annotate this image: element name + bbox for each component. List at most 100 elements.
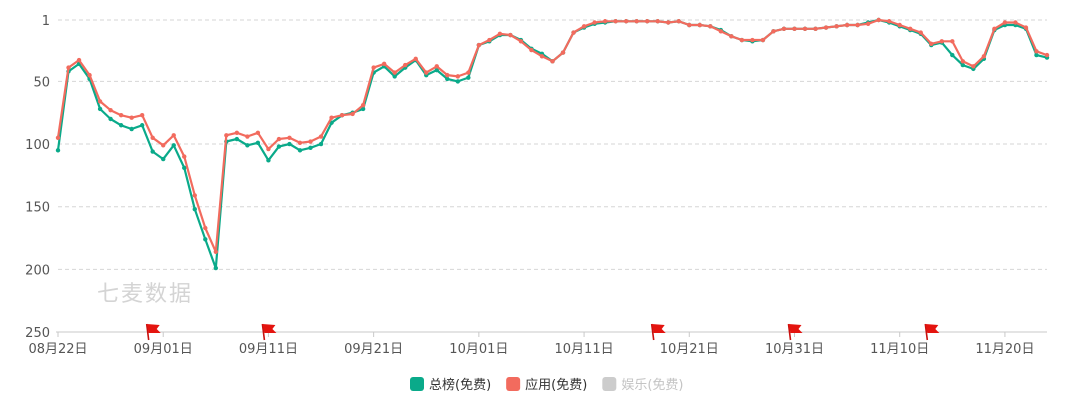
data-point[interactable] (960, 62, 966, 68)
data-point[interactable] (476, 42, 482, 48)
data-point[interactable] (192, 193, 197, 198)
data-point[interactable] (213, 265, 219, 271)
data-point[interactable] (161, 143, 166, 148)
flag-icon[interactable] (145, 323, 161, 341)
data-point[interactable] (76, 57, 82, 63)
legend-item-1[interactable]: 应用(免费) (506, 377, 587, 393)
data-point[interactable] (182, 165, 187, 171)
data-point[interactable] (581, 24, 587, 29)
data-point[interactable] (339, 113, 345, 118)
data-point[interactable] (644, 19, 650, 24)
data-point[interactable] (234, 130, 240, 135)
data-point[interactable] (918, 30, 923, 35)
data-point[interactable] (1034, 49, 1039, 54)
data-point[interactable] (1002, 20, 1008, 25)
flag-icon[interactable] (924, 323, 940, 341)
data-point[interactable] (729, 34, 734, 39)
legend-item-2[interactable]: 娱乐(免费) (602, 377, 683, 393)
data-point[interactable] (161, 156, 166, 162)
data-point[interactable] (266, 146, 271, 152)
data-point[interactable] (813, 26, 818, 31)
data-point[interactable] (971, 64, 976, 69)
data-point[interactable] (844, 22, 850, 28)
data-point[interactable] (381, 61, 387, 67)
data-point[interactable] (171, 133, 176, 138)
data-point[interactable] (66, 65, 71, 70)
data-point[interactable] (687, 22, 692, 28)
data-point[interactable] (203, 225, 208, 231)
data-point[interactable] (550, 59, 555, 64)
data-point[interactable] (623, 19, 629, 24)
data-point[interactable] (360, 106, 366, 112)
data-point[interactable] (392, 70, 397, 75)
data-point[interactable] (360, 103, 366, 108)
flag-icon[interactable] (787, 323, 803, 341)
data-point[interactable] (192, 207, 197, 212)
data-point[interactable] (1013, 20, 1018, 25)
flag-icon[interactable] (650, 323, 666, 341)
data-point[interactable] (434, 64, 439, 69)
flag-icon[interactable] (261, 323, 277, 341)
data-point[interactable] (676, 19, 681, 24)
data-point[interactable] (308, 139, 313, 144)
data-point[interactable] (118, 123, 124, 128)
data-point[interactable] (308, 145, 313, 151)
data-point[interactable] (276, 136, 282, 142)
data-point[interactable] (287, 141, 292, 147)
data-point[interactable] (466, 75, 471, 80)
data-point[interactable] (1034, 52, 1039, 58)
data-point[interactable] (455, 79, 461, 84)
data-point[interactable] (55, 135, 61, 140)
data-point[interactable] (897, 22, 902, 28)
data-point[interactable] (413, 56, 418, 62)
data-point[interactable] (760, 37, 766, 43)
data-point[interactable] (182, 154, 187, 159)
data-point[interactable] (276, 144, 282, 149)
data-point[interactable] (97, 99, 103, 104)
data-point[interactable] (371, 65, 376, 70)
data-point[interactable] (929, 41, 934, 47)
data-point[interactable] (329, 115, 334, 120)
data-point[interactable] (139, 113, 145, 118)
data-point[interactable] (266, 158, 271, 163)
data-point[interactable] (245, 143, 250, 148)
data-point[interactable] (950, 52, 955, 58)
data-point[interactable] (865, 21, 871, 26)
data-point[interactable] (508, 32, 513, 38)
data-point[interactable] (708, 24, 713, 29)
data-point[interactable] (718, 29, 724, 34)
data-point[interactable] (1044, 52, 1050, 58)
data-point[interactable] (150, 149, 155, 154)
data-point[interactable] (487, 37, 492, 43)
data-point[interactable] (392, 74, 397, 79)
data-point[interactable] (939, 39, 944, 44)
data-point[interactable] (129, 115, 134, 120)
data-point[interactable] (245, 134, 250, 139)
data-point[interactable] (255, 140, 261, 145)
data-point[interactable] (203, 237, 208, 242)
data-point[interactable] (455, 74, 461, 79)
data-point[interactable] (992, 26, 997, 31)
data-point[interactable] (655, 19, 660, 24)
data-point[interactable] (592, 20, 597, 25)
data-point[interactable] (424, 70, 429, 75)
data-point[interactable] (781, 26, 787, 31)
data-point[interactable] (1023, 25, 1029, 30)
data-point[interactable] (666, 20, 671, 25)
data-point[interactable] (771, 29, 776, 34)
data-point[interactable] (445, 76, 450, 82)
data-point[interactable] (297, 140, 303, 145)
data-point[interactable] (908, 26, 913, 31)
data-point[interactable] (213, 249, 219, 255)
data-point[interactable] (171, 143, 176, 148)
data-point[interactable] (287, 135, 292, 140)
data-point[interactable] (139, 123, 145, 128)
data-point[interactable] (739, 37, 745, 43)
data-point[interactable] (129, 126, 134, 132)
data-point[interactable] (403, 62, 408, 68)
data-point[interactable] (445, 72, 450, 78)
data-point[interactable] (950, 39, 955, 44)
data-point[interactable] (613, 19, 618, 24)
data-point[interactable] (823, 25, 829, 30)
data-point[interactable] (518, 39, 524, 44)
